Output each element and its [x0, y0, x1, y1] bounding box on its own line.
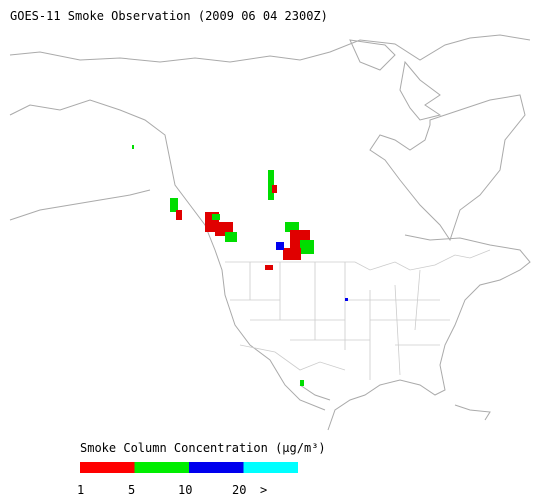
legend-label: 1 [77, 483, 84, 497]
color-swatch [189, 462, 244, 473]
color-swatch [243, 462, 298, 473]
color-swatch [134, 462, 189, 473]
legend-label: > [260, 483, 267, 497]
borders [225, 249, 491, 380]
legend-title: Smoke Column Concentration (µg/m³) [80, 441, 326, 455]
smoke-plumes [132, 145, 348, 386]
legend-label: 5 [128, 483, 135, 497]
color-swatch [80, 462, 135, 473]
color-bar: 1 5 10 20 > [77, 462, 298, 497]
coastlines [9, 34, 531, 431]
legend-label: 20 [232, 483, 246, 497]
legend-label: 10 [178, 483, 192, 497]
map-title: GOES-11 Smoke Observation (2009 06 04 23… [10, 9, 328, 23]
